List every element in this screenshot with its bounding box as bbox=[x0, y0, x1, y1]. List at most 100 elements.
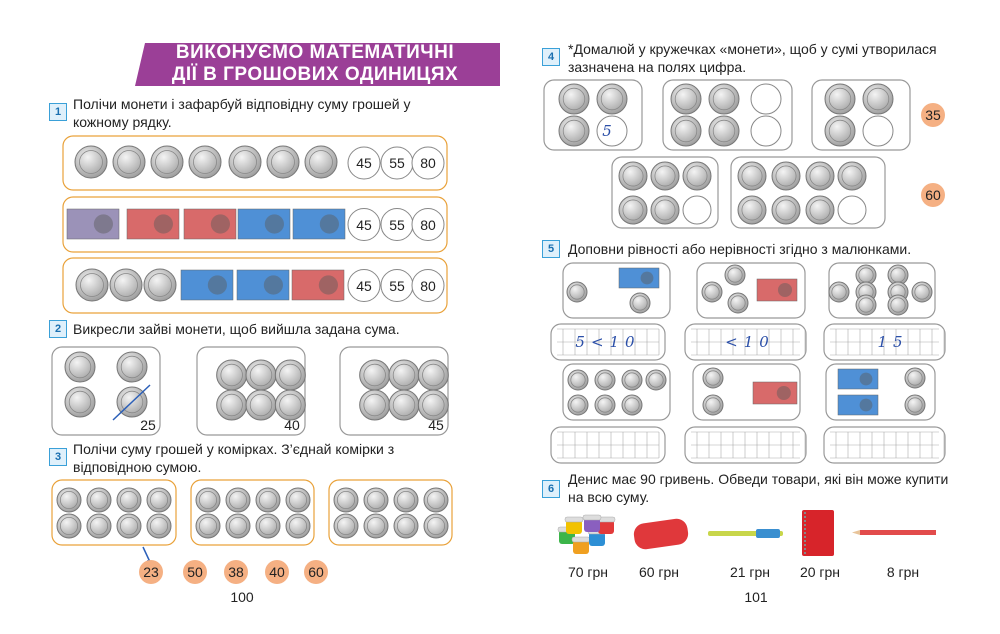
coin-rim bbox=[730, 295, 746, 311]
coin-rim bbox=[114, 273, 138, 297]
target-value: 60 bbox=[925, 187, 941, 203]
coin-rim bbox=[597, 397, 613, 413]
sum-badge bbox=[265, 560, 289, 584]
empty-circle bbox=[411, 146, 445, 180]
sum-badge bbox=[224, 560, 248, 584]
paint-jar bbox=[589, 532, 605, 546]
coin-rim bbox=[392, 393, 416, 417]
handwritten: 5<10 bbox=[575, 333, 641, 351]
page-number: 100 bbox=[230, 589, 254, 605]
task-text: Доповни рівності або нерівності згідно з… bbox=[568, 241, 912, 257]
coin-rim bbox=[597, 372, 613, 388]
coin-rim bbox=[741, 199, 763, 221]
coin-rim bbox=[426, 516, 446, 536]
banknote bbox=[237, 208, 291, 240]
task-number: 6 bbox=[542, 480, 560, 498]
banknote bbox=[236, 269, 290, 301]
coin-rim bbox=[363, 393, 386, 417]
coin-rim bbox=[622, 165, 644, 187]
empty-circle bbox=[682, 195, 712, 225]
coin-rim bbox=[228, 490, 248, 510]
target-sum: 45 bbox=[428, 417, 444, 433]
page-number: 101 bbox=[744, 589, 768, 605]
banknote-portrait bbox=[640, 271, 654, 285]
coin-rim bbox=[712, 87, 736, 111]
coin-rim bbox=[775, 199, 797, 221]
coin-rim bbox=[907, 370, 923, 386]
coin-rim bbox=[727, 267, 743, 283]
coin-rim bbox=[622, 199, 644, 221]
banknote-portrait bbox=[210, 214, 230, 234]
sum-option: 55 bbox=[389, 216, 405, 233]
banknote bbox=[837, 368, 879, 390]
pen-cap bbox=[756, 529, 780, 538]
coin-rim bbox=[258, 490, 278, 510]
handwritten: 15 bbox=[877, 333, 909, 351]
coin-rim bbox=[193, 150, 217, 174]
paint-lid bbox=[582, 514, 602, 521]
coin-rim bbox=[600, 87, 624, 111]
sum-option: 45 bbox=[356, 216, 372, 233]
banknote bbox=[837, 394, 879, 416]
coin-rim bbox=[841, 165, 863, 187]
empty-circle bbox=[596, 115, 628, 147]
coin-rim bbox=[279, 393, 302, 417]
frame bbox=[696, 262, 806, 319]
price: 70 грн bbox=[567, 564, 609, 580]
coin-rim bbox=[366, 516, 386, 536]
banknote-portrait bbox=[859, 398, 873, 412]
coin-rim bbox=[632, 295, 648, 311]
banknote-portrait bbox=[859, 372, 873, 386]
coin-rim bbox=[831, 284, 847, 300]
banknote bbox=[618, 267, 660, 289]
sum-option: 80 bbox=[420, 277, 436, 294]
sum-value: 60 bbox=[308, 564, 324, 580]
coin-rim bbox=[149, 490, 169, 510]
price: 8 грн bbox=[886, 564, 920, 580]
connect-arrow bbox=[142, 546, 151, 563]
coin-rim bbox=[704, 284, 720, 300]
coin-rim bbox=[233, 150, 257, 174]
coin-rim bbox=[686, 165, 708, 187]
sum-option: 45 bbox=[356, 277, 372, 294]
banknote bbox=[126, 208, 180, 240]
coin-rim bbox=[858, 297, 874, 313]
coin-rim bbox=[674, 87, 698, 111]
price: 20 грн bbox=[799, 564, 841, 580]
task-number: 4 bbox=[542, 48, 560, 66]
empty-circle bbox=[347, 146, 381, 180]
coin-rim bbox=[228, 516, 248, 536]
coin-rim bbox=[569, 284, 585, 300]
title-line: ВИКОНУЄМО МАТЕМАТИЧНІ bbox=[175, 42, 455, 63]
coin-rim bbox=[309, 150, 333, 174]
coin-rim bbox=[654, 165, 676, 187]
coin-rim bbox=[363, 363, 386, 387]
coin-rim bbox=[741, 165, 763, 187]
title-line: ДІЇ В ГРОШОВИХ ОДИНИЦЯХ bbox=[171, 64, 459, 85]
empty-circle bbox=[411, 208, 445, 241]
coin-rim bbox=[120, 355, 144, 379]
banknote bbox=[291, 269, 345, 301]
empty-circle bbox=[750, 83, 782, 115]
task-text: Полічи монети і зафарбуй відповідну суму… bbox=[73, 96, 411, 130]
coin-rim bbox=[258, 516, 278, 536]
price: 21 грн bbox=[729, 564, 771, 580]
coin-rim bbox=[396, 516, 416, 536]
paint-jar bbox=[573, 540, 589, 554]
paint-jar bbox=[598, 520, 614, 534]
frame bbox=[51, 479, 177, 546]
sum-option: 45 bbox=[356, 155, 372, 171]
empty-circle bbox=[347, 208, 381, 241]
coin-rim bbox=[396, 490, 416, 510]
paint-lid bbox=[564, 516, 584, 523]
coin-rim bbox=[648, 372, 664, 388]
coin-rim bbox=[117, 150, 141, 174]
sum-option: 55 bbox=[389, 277, 405, 294]
coin-rim bbox=[828, 87, 852, 111]
empty-circle bbox=[750, 115, 782, 147]
banknote bbox=[66, 208, 120, 240]
title-banner bbox=[135, 43, 500, 86]
frame bbox=[328, 479, 453, 546]
